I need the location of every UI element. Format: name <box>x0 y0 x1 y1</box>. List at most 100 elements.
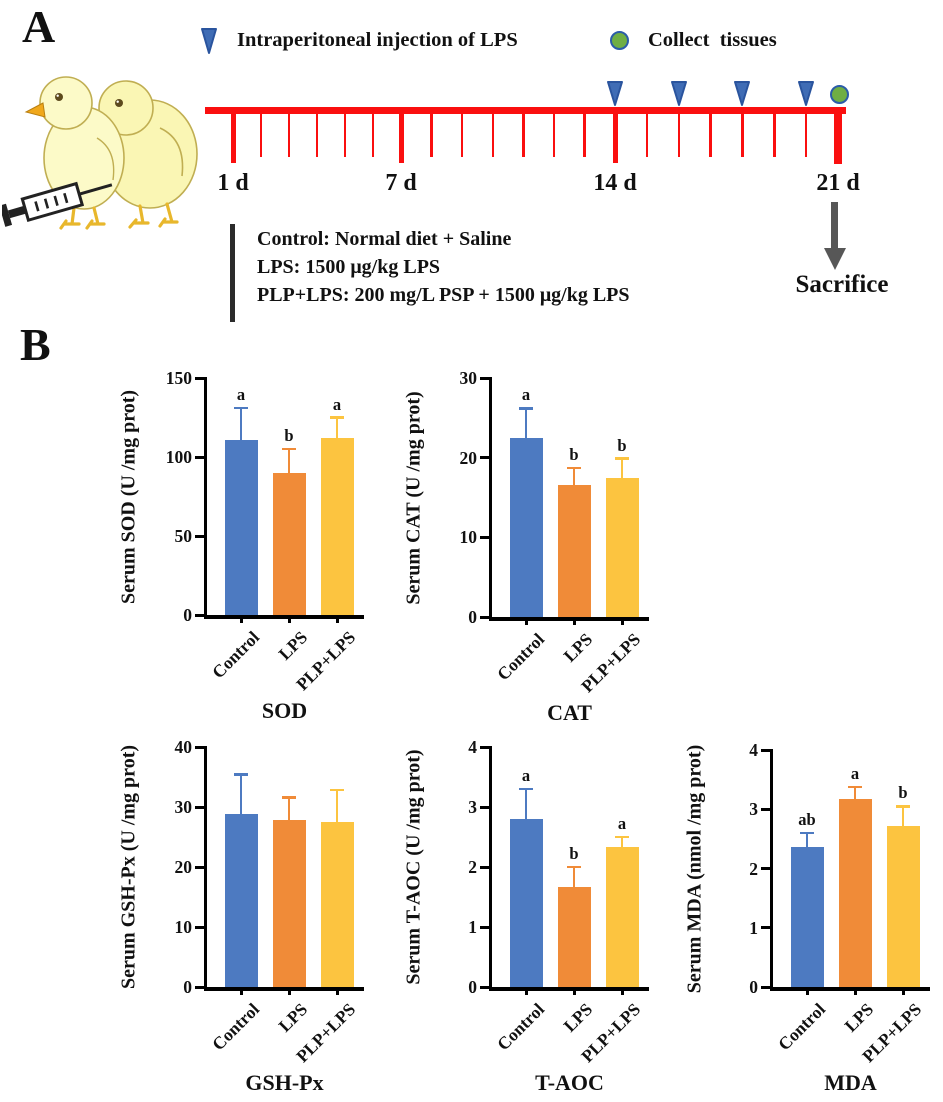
chart-title: SOD <box>261 698 308 723</box>
x-tick <box>524 987 528 995</box>
error-bar <box>572 468 576 486</box>
timeline-day-tick <box>645 110 649 157</box>
collect-circle-icon <box>610 31 629 50</box>
timeline-line <box>205 107 846 114</box>
y-tick <box>479 535 489 539</box>
y-tick <box>479 805 489 809</box>
y-tick-label: 100 <box>165 447 192 467</box>
sacrifice-arrow-shaft <box>831 202 838 249</box>
bar-lps <box>557 484 591 617</box>
error-bar <box>287 797 291 822</box>
significance-letter: b <box>569 445 579 464</box>
lps-injection-triangle-icon <box>732 80 752 107</box>
y-tick-label: 0 <box>749 977 758 997</box>
x-tick <box>853 987 857 995</box>
error-bar-cap <box>519 407 533 410</box>
x-tick <box>805 987 809 995</box>
y-tick <box>194 745 204 749</box>
chart-cat: 0 10 20 30 a Control b LPS b PLP+LPS Serum CAT (U … <box>403 368 649 725</box>
significance-letter: a <box>521 385 531 405</box>
y-axis-label: Serum T-AOC (U /mg prot) <box>402 749 425 985</box>
error-bar-cap <box>234 406 248 410</box>
x-tick-label: LPS <box>274 999 312 1036</box>
y-tick-label: 0 <box>468 977 477 997</box>
chart-title: MDA <box>824 1070 877 1095</box>
bar-plp-lps <box>320 438 354 615</box>
bar-control <box>509 437 543 617</box>
x-tick <box>572 617 576 625</box>
y-axis <box>488 377 492 621</box>
y-tick <box>194 865 204 869</box>
error-bar-cap <box>800 831 814 835</box>
x-tick <box>239 987 243 995</box>
x-tick <box>572 987 576 995</box>
y-tick-label: 4 <box>468 737 477 757</box>
collect-tissues-circle-icon <box>830 85 849 104</box>
y-axis-label: Serum MDA (nmol /mg prot) <box>683 744 706 993</box>
y-axis-label: Serum GSH-Px (U /mg prot) <box>117 744 140 990</box>
error-bar-cap <box>615 457 629 460</box>
y-tick-label: 0 <box>468 607 477 627</box>
bar-plp-lps <box>320 822 354 987</box>
y-tick-label: 30 <box>459 368 478 388</box>
group-control: Control: Normal diet + Saline <box>257 228 512 250</box>
lps-injection-triangle-icon <box>605 80 625 107</box>
bar-lps <box>272 472 306 615</box>
chick-icon <box>24 76 125 230</box>
bar-lps <box>272 820 306 987</box>
y-tick-label: 3 <box>468 797 477 817</box>
x-axis <box>769 987 930 991</box>
y-tick-label: 1 <box>468 917 477 937</box>
y-tick <box>760 926 770 930</box>
x-tick-label: LPS <box>559 999 597 1036</box>
y-axis <box>203 746 207 991</box>
x-tick <box>287 987 291 995</box>
y-tick <box>479 376 489 380</box>
y-tick-label: 1 <box>749 917 758 938</box>
y-axis <box>488 746 492 991</box>
timeline-day-tick <box>287 110 291 157</box>
error-bar <box>853 786 857 800</box>
bar-plp-lps <box>886 826 920 987</box>
x-tick-label: Control <box>207 999 264 1055</box>
y-tick <box>479 456 489 460</box>
timeline-day-tick <box>460 110 464 157</box>
timeline-day-tick <box>491 110 494 157</box>
x-axis <box>488 617 649 621</box>
x-tick <box>524 617 528 625</box>
significance-letter: a <box>236 385 246 404</box>
y-tick-label: 10 <box>459 527 478 548</box>
timeline-day-label: 1 d <box>217 170 249 196</box>
error-bar-cap <box>848 785 862 788</box>
x-tick-label: LPS <box>274 627 312 664</box>
panel-a-label: A <box>22 1 56 52</box>
y-tick-label: 3 <box>749 799 758 820</box>
error-bar <box>901 806 905 828</box>
timeline-day-label: 21 d <box>816 170 860 196</box>
error-bar-cap <box>234 773 248 776</box>
chart-title: T-AOC <box>535 1070 604 1095</box>
error-bar-cap <box>330 788 344 792</box>
error-bar <box>239 774 243 816</box>
bar-lps <box>557 886 591 987</box>
timeline-day-label: 7 d <box>385 170 417 196</box>
x-tick <box>620 617 624 625</box>
x-tick <box>901 987 905 995</box>
syringe-icon <box>0 181 113 227</box>
y-tick-label: 2 <box>468 857 477 877</box>
timeline-day-tick <box>834 110 842 164</box>
y-tick-label: 30 <box>174 797 193 817</box>
bar-control <box>224 814 258 987</box>
chicks-syringe-illustration <box>0 56 220 230</box>
x-tick <box>335 615 339 623</box>
timeline-day-tick <box>612 110 618 163</box>
chart-title: GSH-Px <box>245 1070 324 1095</box>
panel-b-label: B <box>20 319 51 370</box>
y-axis <box>769 749 773 991</box>
significance-letter: b <box>898 783 908 803</box>
y-tick-label: 20 <box>459 447 478 468</box>
x-tick <box>287 615 291 623</box>
y-tick-label: 0 <box>183 977 192 997</box>
y-tick <box>194 376 204 380</box>
error-bar <box>524 408 528 439</box>
